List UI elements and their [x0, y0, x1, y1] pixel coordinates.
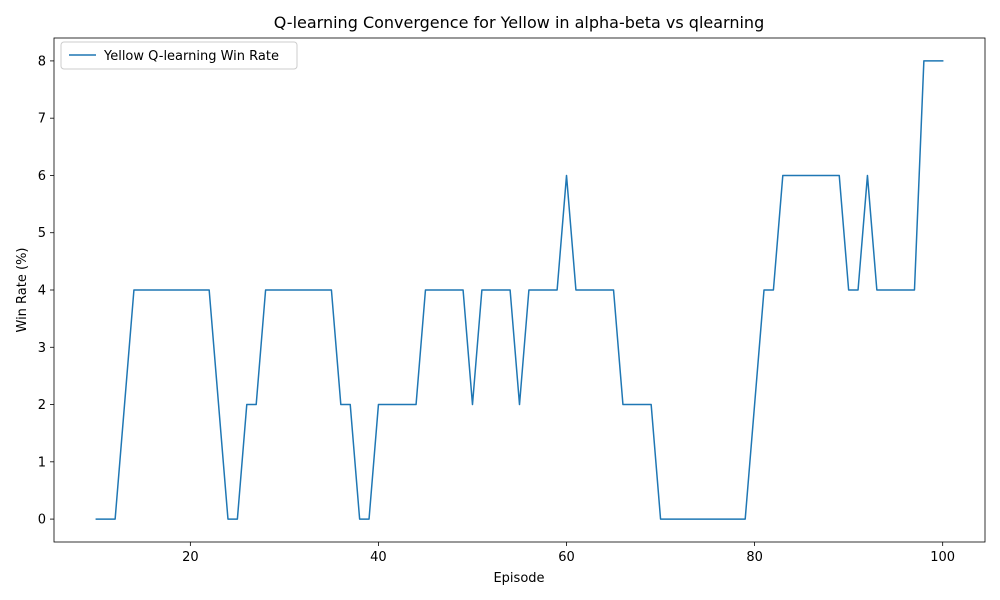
- y-tick-label: 1: [38, 455, 46, 470]
- y-tick-label: 0: [38, 513, 46, 528]
- y-tick-label: 2: [38, 398, 46, 413]
- series-line-0: [95, 60, 944, 520]
- axes-frame: [53, 37, 986, 543]
- x-tick-label: 60: [558, 550, 575, 565]
- x-axis-label: Episode: [493, 571, 544, 586]
- x-tick-label: 40: [370, 550, 387, 565]
- legend-entry-label: Yellow Q-learning Win Rate: [103, 49, 279, 64]
- y-tick-label: 7: [38, 112, 46, 127]
- plot-area: 20 40 60 80 100 0 1 2 3 4 5 6 7 8: [38, 37, 986, 565]
- y-axis-label: Win Rate (%): [15, 248, 30, 333]
- y-tick-label: 8: [38, 54, 46, 69]
- legend: Yellow Q-learning Win Rate: [60, 41, 298, 70]
- y-tick-label: 4: [38, 284, 46, 299]
- x-tick-label: 20: [182, 550, 199, 565]
- x-tick-label: 80: [746, 550, 763, 565]
- y-tick-label: 3: [38, 341, 46, 356]
- y-tick-label: 5: [38, 226, 46, 241]
- legend-box: [60, 41, 298, 70]
- y-tick-label: 6: [38, 169, 46, 184]
- x-tick-label: 100: [930, 550, 955, 565]
- chart-title: Q-learning Convergence for Yellow in alp…: [274, 13, 764, 32]
